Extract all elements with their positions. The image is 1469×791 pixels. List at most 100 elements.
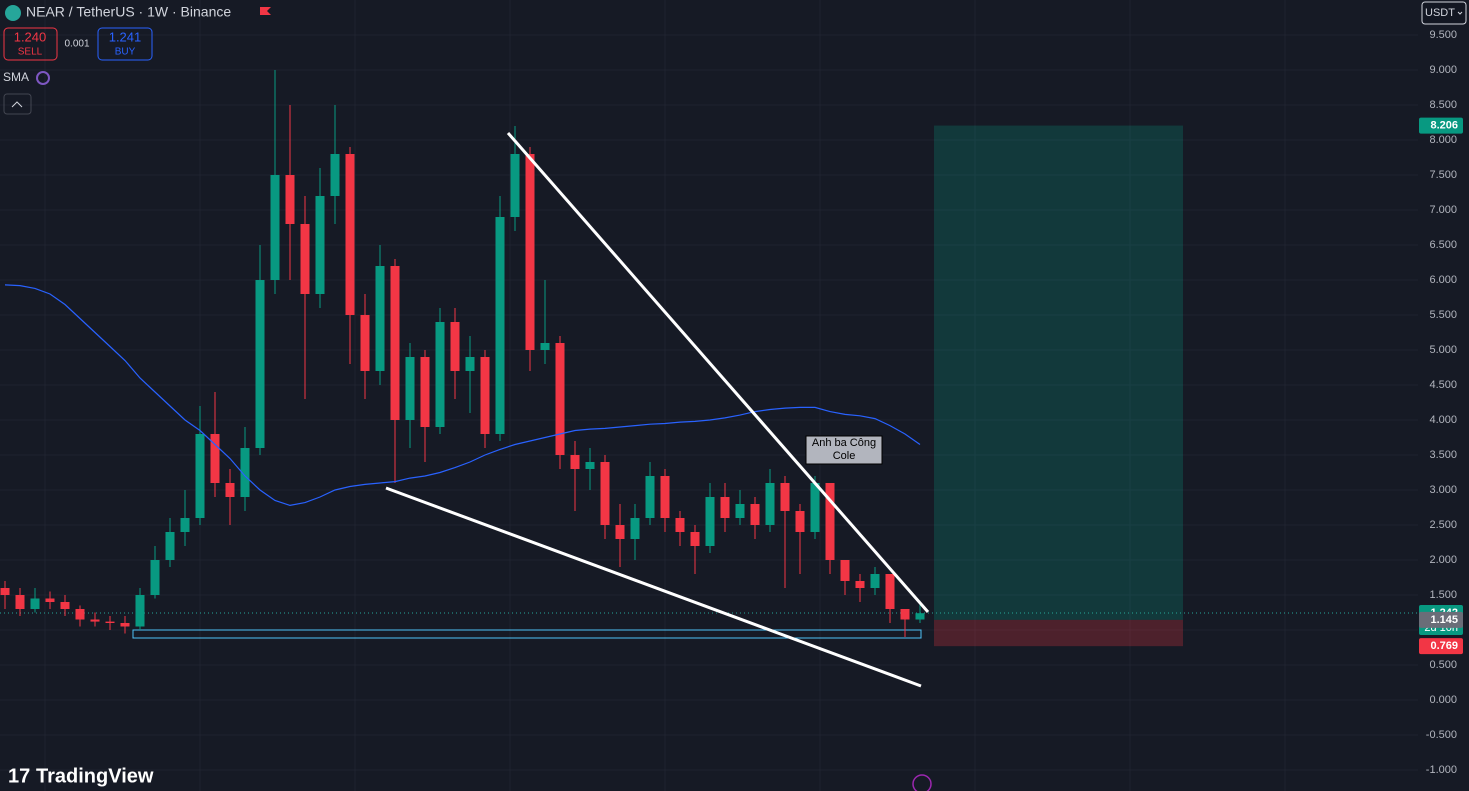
y-tick-label: 4.000	[1429, 414, 1457, 426]
candle-body	[825, 483, 835, 560]
candle-body	[750, 504, 760, 525]
candle-body	[555, 343, 565, 455]
candle-body	[105, 621, 115, 623]
candle-body	[195, 434, 205, 518]
y-tick-label: 3.000	[1429, 484, 1457, 496]
candle-body	[345, 154, 355, 315]
indicator-label: SMA	[3, 70, 29, 84]
candle-body	[300, 224, 310, 294]
y-tick-label: 2.500	[1429, 519, 1457, 531]
candle-body	[270, 175, 280, 280]
annotation-box	[805, 435, 883, 465]
candle-body	[45, 598, 55, 602]
candle-body	[360, 315, 370, 371]
candle-body	[405, 357, 415, 420]
candle-body	[495, 217, 505, 434]
candle-body	[510, 154, 520, 217]
candle-body	[735, 504, 745, 518]
candle-body	[780, 483, 790, 511]
candle-body	[165, 532, 175, 560]
y-tick-label: 5.000	[1429, 344, 1457, 356]
candle-body	[900, 609, 910, 620]
trendline-lower	[385, 486, 922, 688]
candle-body	[90, 619, 100, 622]
candle-body	[525, 154, 535, 350]
flag	[260, 7, 271, 15]
buy-button[interactable]	[97, 27, 153, 61]
entry-tag-bg	[1419, 611, 1463, 628]
candle-body	[285, 175, 295, 224]
candle-body	[240, 448, 250, 497]
y-tick-label: 2.000	[1429, 554, 1457, 566]
candle-body	[30, 598, 40, 609]
symbol-icon	[5, 5, 21, 21]
candle-body	[615, 525, 625, 539]
y-tick-label: 0.500	[1429, 659, 1457, 671]
y-tick-label: 1.500	[1429, 589, 1457, 601]
sma-line	[4, 284, 921, 507]
y-tick-label: 8.500	[1429, 99, 1457, 111]
buy-price: 1.241	[109, 29, 142, 44]
candle-body	[720, 497, 730, 518]
candle-body	[840, 560, 850, 581]
collapse-button[interactable]	[3, 93, 32, 115]
candle-body	[645, 476, 655, 518]
spread: 0.001	[64, 39, 89, 50]
candle-body	[540, 343, 550, 350]
profit-zone	[934, 125, 1183, 620]
indicator-icon[interactable]	[36, 71, 50, 85]
candle-body	[630, 518, 640, 539]
support-zone	[132, 629, 922, 639]
candle-body	[450, 322, 460, 371]
stop-tag: 0.769	[1430, 640, 1458, 652]
candle-body	[225, 483, 235, 497]
candle-body	[255, 280, 265, 448]
trendline-upper	[506, 132, 930, 613]
loss-zone	[934, 619, 1183, 647]
currency-button[interactable]	[1421, 1, 1467, 25]
candle-body	[60, 602, 70, 609]
annotation: Anh ba Công Cole	[812, 437, 876, 462]
sell-price: 1.240	[14, 29, 47, 44]
candle-body	[705, 497, 715, 546]
candle-body	[0, 588, 10, 595]
candle-body	[690, 532, 700, 546]
candle-body	[120, 623, 130, 627]
candle-body	[870, 574, 880, 588]
y-tick-label: 9.000	[1429, 64, 1457, 76]
candle-body	[435, 322, 445, 427]
sell-label: SELL	[18, 47, 43, 58]
brand-logo: 17	[8, 765, 30, 787]
candle-body	[795, 511, 805, 532]
y-tick-label: 8.000	[1429, 134, 1457, 146]
candle-body	[570, 455, 580, 469]
target-tag-bg	[1419, 117, 1463, 134]
y-tick-label: 6.000	[1429, 274, 1457, 286]
candle-body	[765, 483, 775, 525]
brand: TradingView	[36, 765, 154, 787]
lightning-icon[interactable]	[912, 774, 932, 791]
candle-body	[150, 560, 160, 595]
candle-body	[15, 595, 25, 609]
candle-body	[600, 462, 610, 525]
candle-body	[420, 357, 430, 427]
stop-tag-bg	[1419, 638, 1463, 655]
y-tick-label: 3.500	[1429, 449, 1457, 461]
y-tick-label: 0.000	[1429, 694, 1457, 706]
entry-tag: 1.145	[1430, 614, 1458, 626]
candle-body	[390, 266, 400, 420]
candle-body	[660, 476, 670, 518]
sell-button[interactable]	[3, 27, 58, 61]
candle-body	[180, 518, 190, 532]
y-tick-label: 9.500	[1429, 29, 1457, 41]
collapse-icon	[11, 101, 23, 108]
candle-body	[885, 574, 895, 609]
candle-body	[75, 609, 85, 620]
candle-body	[810, 483, 820, 532]
candle-body	[315, 196, 325, 294]
buy-label: BUY	[115, 47, 136, 58]
candle-body	[135, 595, 145, 627]
candle-body	[915, 613, 925, 620]
